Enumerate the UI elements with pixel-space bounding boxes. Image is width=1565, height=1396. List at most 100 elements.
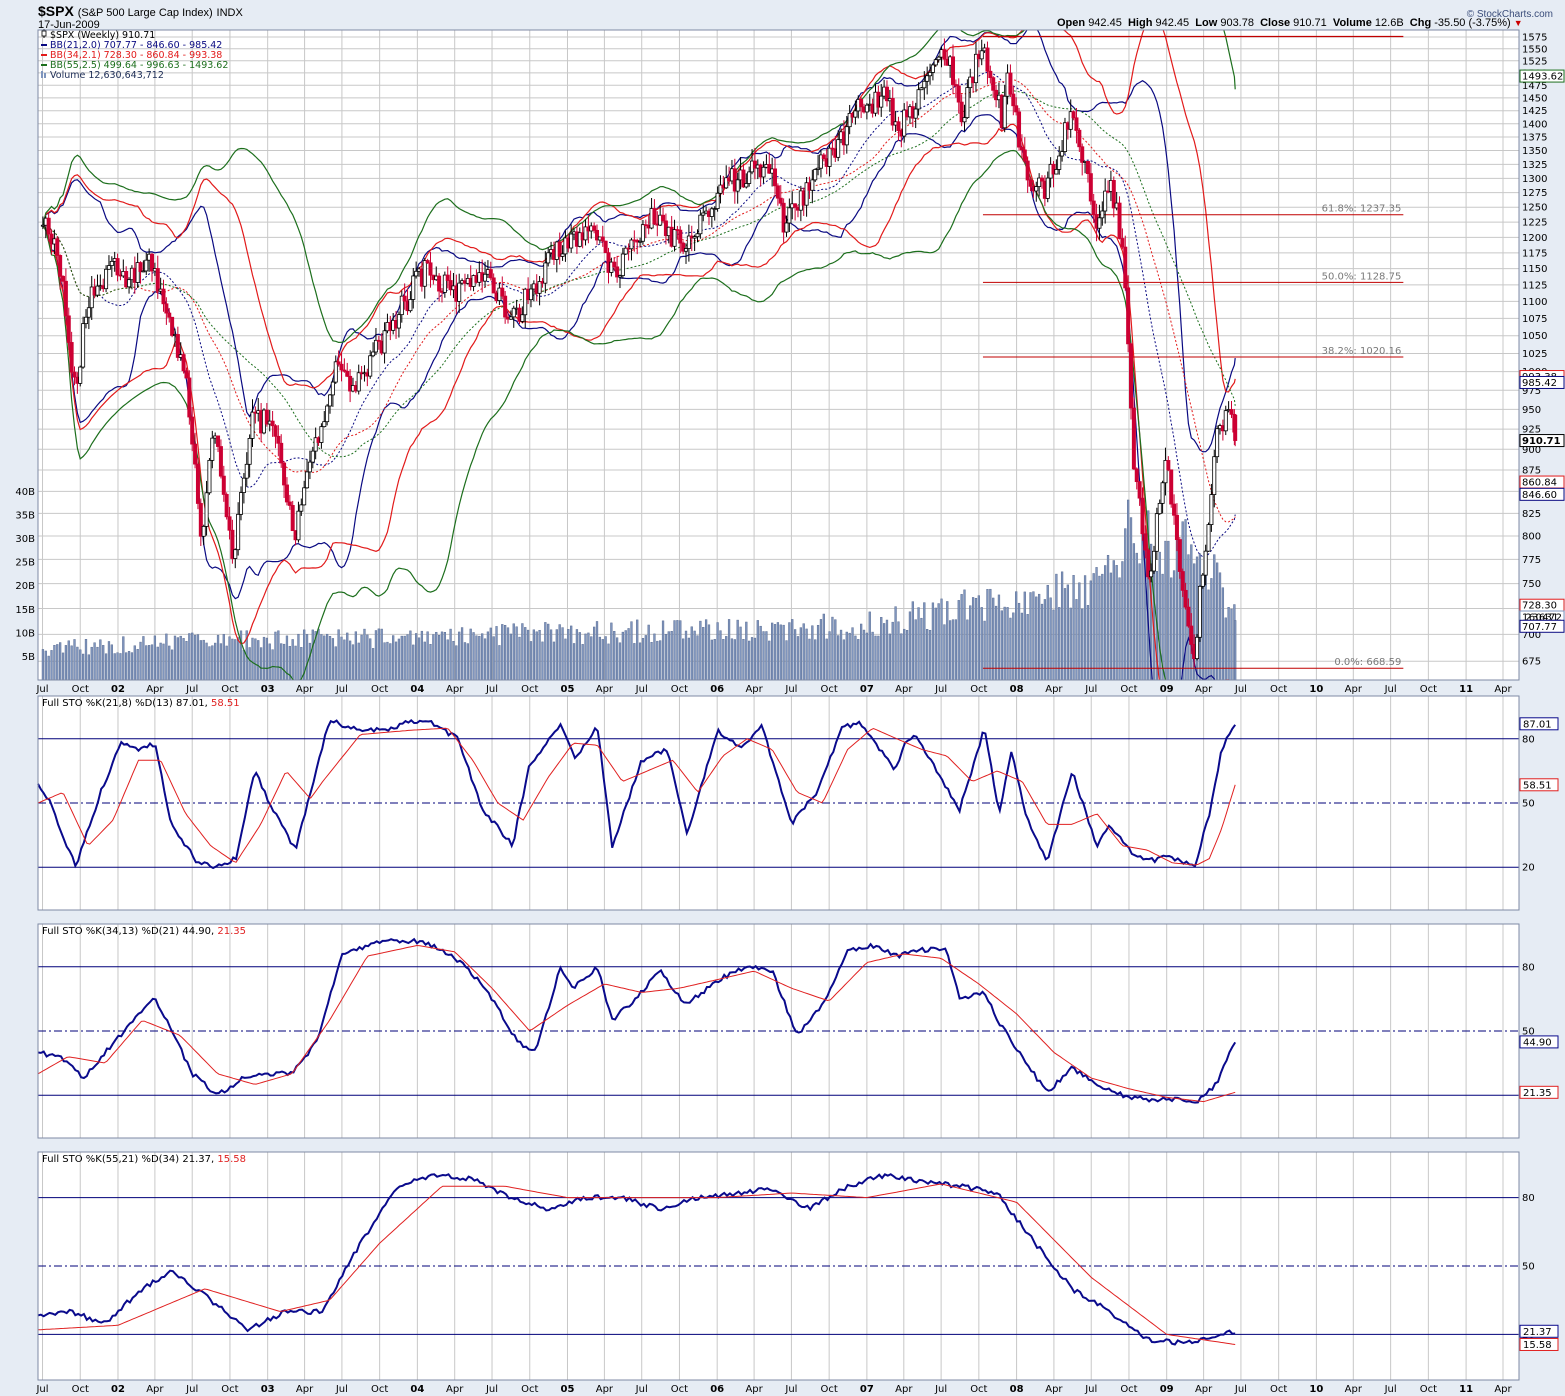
volume-bar [664,634,668,681]
volume-bar [400,635,403,681]
candle-down [615,266,620,278]
volume-bar [251,637,254,681]
volume-bar [1164,540,1167,681]
candle-down [953,84,958,87]
candle-down [61,275,66,282]
volume-bar [759,625,762,681]
candle-down [1131,407,1136,470]
volume-bar [762,631,765,681]
volume-bar [1032,591,1035,681]
bollinger-21-mid [42,71,1236,558]
volume-bar [392,635,395,681]
volume-bar [839,629,843,681]
volume-bar [363,628,366,681]
volume-bar [104,653,108,681]
volume-tick-label: 25B [15,558,35,569]
volume-bar [894,606,897,681]
volume-bar [294,645,297,681]
volume-bar [216,634,220,681]
candle-up [853,110,858,118]
volume-bar [311,629,314,681]
y-tick-label: 700 [1522,630,1541,641]
candle-up [382,330,387,354]
x-tick-label: Oct [821,684,838,695]
candle-down [1022,149,1027,162]
y-tick-label: 1025 [1522,349,1547,360]
bollinger-34-up [42,30,1236,393]
candle-up [528,288,533,301]
candle-up [201,526,206,537]
volume-bar [208,646,211,681]
stoch-label: Full STO %K(34,13) %D(21) [42,926,182,937]
candle-down [1172,503,1177,516]
candle-up [330,381,335,396]
candle-down [115,258,120,276]
candle-down [600,236,605,242]
volume-bar [748,640,751,681]
volume-bar [756,620,759,681]
volume-bar [595,621,599,681]
candle-down [437,275,442,292]
x-tick-label: Jul [185,1384,198,1395]
volume-bar [538,629,541,681]
volume-bar [788,622,791,681]
volume-bar [699,620,702,681]
volume-bar [1175,538,1179,681]
y-tick-label: 975 [1522,386,1541,397]
x-tick-label: Oct [521,684,538,695]
candle-down [1091,200,1096,215]
price-value-tag-text: 860.84 [1522,478,1557,489]
volume-bar [793,629,797,681]
volume-bar [1081,608,1084,681]
volume-bar [340,636,343,681]
candle-up [698,214,703,235]
candle-up [973,53,978,84]
volume-bar [202,639,205,681]
volume-bar [802,623,805,681]
candle-down [184,370,189,379]
stoch-1-d-line [37,727,1236,866]
candle-down [282,462,287,486]
candle-up [583,226,588,241]
candle-down [500,287,505,297]
stoch-value-tag-text: 21.37 [1523,1327,1552,1338]
volume-bar [504,624,507,681]
volume-bar [1172,570,1176,681]
volume-bar [87,654,90,681]
volume-bar [644,635,647,681]
y-tick-label: 1375 [1522,133,1547,144]
stoch-d-value: 58.51 [211,698,240,709]
volume-bar [1158,551,1161,681]
volume-bar [1049,597,1052,681]
candle-up [442,274,447,293]
candle-up [1154,513,1159,552]
candle-down [124,271,129,288]
candle-up [396,314,401,329]
volume-bar [661,620,665,681]
volume-bar [271,649,274,681]
y-tick-label: 1575 [1522,32,1547,43]
quote-volume-label: Volume [1332,17,1372,29]
volume-bar [555,629,558,681]
candle-up [761,166,766,178]
volume-bar [1118,577,1121,681]
candle-down [1233,414,1238,441]
volume-bar [139,641,142,681]
volume-bar [231,638,234,681]
y-tick-label: 950 [1522,405,1541,416]
x-tick-label: Jul [335,1384,348,1395]
volume-bar [598,636,602,681]
candle-up [879,95,884,108]
x-tick-label: Apr [745,684,763,695]
volume-bar [1190,544,1193,681]
volume-bar [834,619,837,681]
y-tick-label: 1075 [1522,314,1547,325]
down-arrow-icon: ▼ [1513,18,1523,28]
candle-down [942,49,947,60]
volume-bar [811,625,814,681]
candle-down [1180,571,1185,591]
stoch-value-tag [1519,1085,1559,1099]
candle-down [170,316,175,336]
volume-bar [165,633,168,681]
volume-bar [417,637,421,681]
